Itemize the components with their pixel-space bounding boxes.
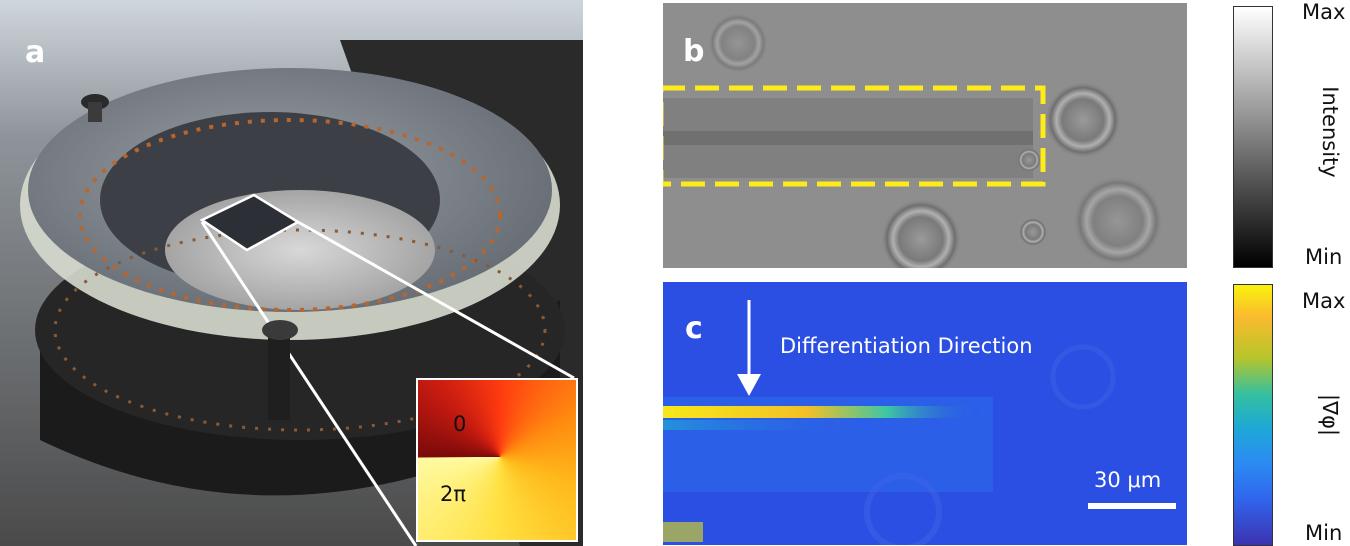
phase-two-pi-label: 2π [440, 482, 467, 506]
intensity-image: b [663, 3, 1187, 268]
phase-gradient-colorbar [1233, 284, 1273, 546]
panel-label-b: b [683, 34, 705, 69]
phase-gradient-colorbar-max: Max [1302, 289, 1346, 313]
phase-zero-label: 0 [453, 412, 467, 436]
intensity-colorbar-title: Intensity [1318, 86, 1342, 178]
panel-label-a: a [25, 35, 46, 70]
intensity-image-illustration [663, 3, 1187, 268]
phase-gradient-colorbar-title: |∇φ| [1318, 393, 1342, 437]
intensity-colorbar-max: Max [1302, 0, 1346, 24]
intensity-colorbar [1233, 6, 1273, 268]
phase-gradient-illustration [663, 282, 1187, 545]
phase-gradient-colorbar-min: Min [1305, 521, 1343, 545]
phase-profile-inset: 0 2π [416, 378, 578, 542]
scale-bar-label: 30 μm [1094, 468, 1162, 492]
panel-label-c: c [685, 311, 703, 346]
intensity-colorbar-min: Min [1305, 245, 1343, 269]
phase-gradient-image: c Differentiation Direction 30 μm [663, 282, 1187, 545]
device-photo: a 0 2π [0, 0, 583, 546]
differentiation-direction-label: Differentiation Direction [780, 334, 1033, 358]
